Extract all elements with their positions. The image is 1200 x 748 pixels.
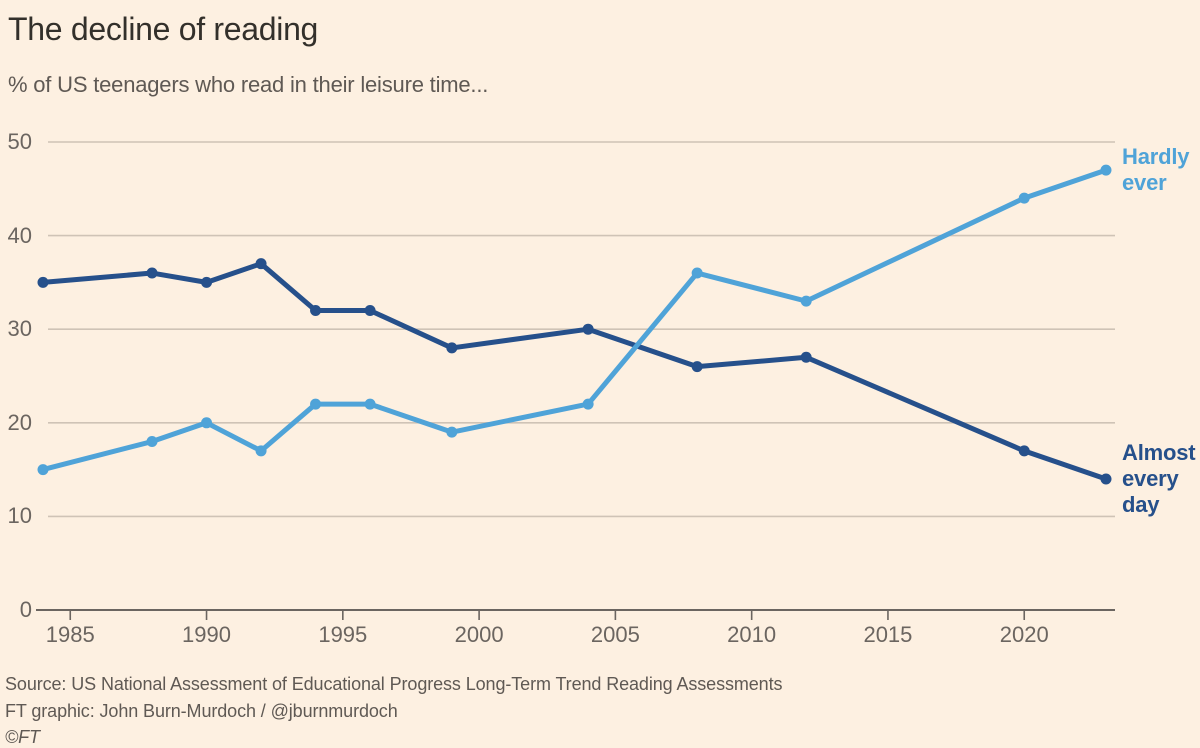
y-tick-label-0: 0 bbox=[19, 597, 32, 622]
data-point-hardly-ever-2004 bbox=[582, 398, 594, 410]
data-point-almost-every-day-1992 bbox=[255, 258, 267, 270]
data-point-almost-every-day-2012 bbox=[800, 351, 812, 363]
data-point-hardly-ever-2020 bbox=[1018, 192, 1030, 204]
series-label-line: day bbox=[1122, 491, 1160, 517]
data-point-hardly-ever-1988 bbox=[146, 436, 158, 448]
data-point-almost-every-day-1984 bbox=[37, 276, 49, 288]
x-tick-label-1990: 1990 bbox=[182, 622, 231, 647]
series-line-hardly-ever bbox=[40, 167, 1109, 473]
y-tick-label-10: 10 bbox=[7, 503, 32, 529]
series-label-line: every bbox=[1122, 465, 1179, 491]
data-point-almost-every-day-1996 bbox=[364, 304, 376, 316]
x-tick-label-1995: 1995 bbox=[318, 622, 368, 647]
data-point-hardly-ever-2012 bbox=[800, 295, 812, 307]
chart-title: The decline of reading bbox=[8, 11, 319, 47]
series-label-almost-every-day: Almost every day bbox=[1122, 439, 1196, 518]
x-tick-label-2005: 2005 bbox=[590, 622, 640, 647]
series-label-line: Hardly bbox=[1122, 144, 1190, 170]
data-point-hardly-ever-1999 bbox=[446, 426, 458, 438]
series-line-almost-every-day bbox=[40, 261, 1109, 482]
y-tick-label-40: 40 bbox=[7, 222, 32, 248]
y-tick-label-50: 50 bbox=[7, 129, 32, 154]
y-tick-label-20: 20 bbox=[7, 409, 32, 435]
x-tick-label-1985: 1985 bbox=[45, 622, 95, 647]
x-tick-label-2000: 2000 bbox=[454, 622, 504, 647]
data-point-almost-every-day-1994 bbox=[310, 304, 322, 316]
data-point-hardly-ever-1992 bbox=[255, 445, 267, 457]
data-point-hardly-ever-1994 bbox=[310, 398, 322, 410]
data-point-hardly-ever-2023 bbox=[1100, 164, 1112, 176]
data-point-almost-every-day-1990 bbox=[201, 276, 213, 288]
copyright-note: ©FT bbox=[5, 727, 40, 747]
data-point-hardly-ever-2008 bbox=[691, 267, 703, 279]
data-point-hardly-ever-1996 bbox=[364, 398, 376, 410]
data-point-hardly-ever-1990 bbox=[201, 417, 213, 429]
series-label-line: ever bbox=[1122, 170, 1167, 196]
series-label-line: Almost bbox=[1122, 439, 1196, 465]
chart-footer: Source: US National Assessment of Educat… bbox=[5, 671, 783, 748]
data-point-almost-every-day-1999 bbox=[446, 342, 458, 354]
data-point-almost-every-day-2020 bbox=[1018, 445, 1030, 457]
chart-subtitle: % of US teenagers who read in their leis… bbox=[8, 72, 489, 97]
series-label-hardly-ever: Hardly ever bbox=[1122, 144, 1189, 196]
x-tick-label-2010: 2010 bbox=[727, 622, 777, 647]
data-point-almost-every-day-2008 bbox=[691, 361, 703, 373]
data-point-almost-every-day-2023 bbox=[1100, 473, 1112, 485]
credit-note: FT graphic: John Burn-Murdoch / @jburnmu… bbox=[5, 700, 398, 721]
data-point-almost-every-day-1988 bbox=[146, 267, 158, 279]
x-tick-label-2020: 2020 bbox=[999, 622, 1049, 647]
data-point-almost-every-day-2004 bbox=[582, 323, 594, 335]
data-point-hardly-ever-1984 bbox=[37, 464, 49, 476]
x-tick-label-2015: 2015 bbox=[863, 622, 913, 647]
y-tick-label-30: 30 bbox=[7, 316, 32, 342]
source-note: Source: US National Assessment of Educat… bbox=[5, 674, 783, 694]
